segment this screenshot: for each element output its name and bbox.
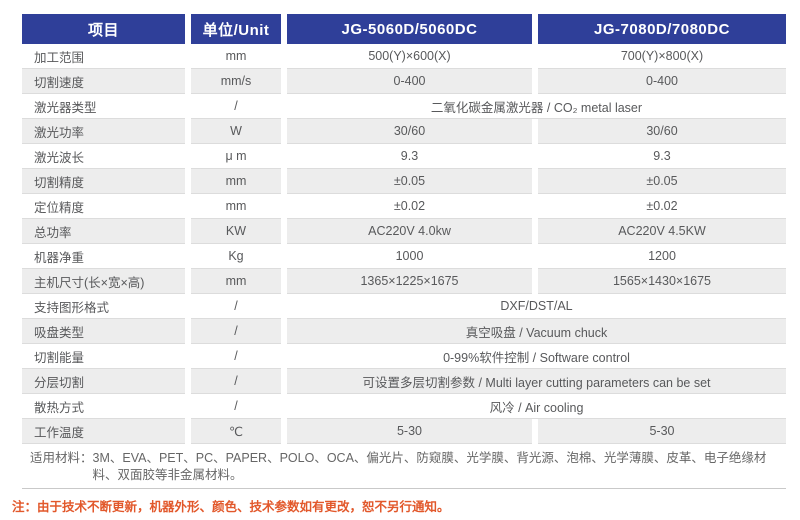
row-label: 切割精度 — [22, 169, 185, 194]
row-unit: KW — [191, 219, 281, 244]
row-unit: mm — [191, 269, 281, 294]
row-value-span: 风冷 / Air cooling — [287, 394, 786, 419]
row-label: 加工范围 — [22, 44, 185, 69]
row-unit: μ m — [191, 144, 281, 169]
row-value-model2: 1565×1430×1675 — [538, 269, 786, 294]
row-value-model1: AC220V 4.0kw — [287, 219, 532, 244]
row-value-span: 0-99%软件控制 / Software control — [287, 344, 786, 369]
row-value-model1: 30/60 — [287, 119, 532, 144]
row-label: 吸盘类型 — [22, 319, 185, 344]
row-value-model1: ±0.05 — [287, 169, 532, 194]
row-value-span: 二氧化碳金属激光器 / CO₂ metal laser — [287, 94, 786, 119]
row-unit: / — [191, 394, 281, 419]
row-unit: mm/s — [191, 69, 281, 94]
row-value-model1: 500(Y)×600(X) — [287, 44, 532, 69]
row-value-model2: 30/60 — [538, 119, 786, 144]
row-value-span: 可设置多层切割参数 / Multi layer cutting paramete… — [287, 369, 786, 394]
row-label: 支持图形格式 — [22, 294, 185, 319]
row-label: 切割速度 — [22, 69, 185, 94]
row-value-model2: 700(Y)×800(X) — [538, 44, 786, 69]
row-value-span: 真空吸盘 / Vacuum chuck — [287, 319, 786, 344]
row-value-model2: 9.3 — [538, 144, 786, 169]
disclaimer-note: 注：由于技术不断更新，机器外形、颜色、技术参数如有更改，恕不另行通知。 — [12, 500, 450, 514]
row-label: 散热方式 — [22, 394, 185, 419]
header-item: 项目 — [22, 14, 185, 44]
row-value-model1: ±0.02 — [287, 194, 532, 219]
row-value-model2: 1200 — [538, 244, 786, 269]
row-value-model2: AC220V 4.5KW — [538, 219, 786, 244]
row-value-model1: 9.3 — [287, 144, 532, 169]
row-unit: / — [191, 319, 281, 344]
row-value-model2: ±0.05 — [538, 169, 786, 194]
row-label: 切割能量 — [22, 344, 185, 369]
header-unit: 单位/Unit — [191, 14, 281, 44]
footer-divider — [22, 488, 786, 489]
row-value-model2: 5-30 — [538, 419, 786, 444]
row-unit: W — [191, 119, 281, 144]
applicable-materials: 适用材料： 3M、EVA、PET、PC、PAPER、POLO、OCA、偏光片、防… — [30, 450, 786, 484]
row-value-model1: 0-400 — [287, 69, 532, 94]
row-value-model1: 1000 — [287, 244, 532, 269]
spec-table: 项目 单位/Unit JG-5060D/5060DC JG-7080D/7080… — [22, 14, 786, 444]
header-model-7080: JG-7080D/7080DC — [538, 14, 786, 44]
row-value-model2: ±0.02 — [538, 194, 786, 219]
row-label: 机器净重 — [22, 244, 185, 269]
row-unit: ℃ — [191, 419, 281, 444]
row-unit: Kg — [191, 244, 281, 269]
row-value-span: DXF/DST/AL — [287, 294, 786, 319]
row-label: 总功率 — [22, 219, 185, 244]
row-unit: mm — [191, 169, 281, 194]
row-unit: / — [191, 369, 281, 394]
row-unit: / — [191, 344, 281, 369]
materials-label: 适用材料： — [30, 451, 93, 465]
row-value-model1: 5-30 — [287, 419, 532, 444]
row-unit: / — [191, 94, 281, 119]
row-label: 主机尺寸(长×宽×高) — [22, 269, 185, 294]
row-label: 定位精度 — [22, 194, 185, 219]
row-label: 激光波长 — [22, 144, 185, 169]
row-value-model2: 0-400 — [538, 69, 786, 94]
row-label: 工作温度 — [22, 419, 185, 444]
materials-text: 3M、EVA、PET、PC、PAPER、POLO、OCA、偏光片、防窥膜、光学膜… — [92, 451, 767, 482]
row-label: 激光器类型 — [22, 94, 185, 119]
row-label: 激光功率 — [22, 119, 185, 144]
row-unit: mm — [191, 44, 281, 69]
header-model-5060: JG-5060D/5060DC — [287, 14, 532, 44]
row-label: 分层切割 — [22, 369, 185, 394]
row-unit: mm — [191, 194, 281, 219]
row-unit: / — [191, 294, 281, 319]
row-value-model1: 1365×1225×1675 — [287, 269, 532, 294]
